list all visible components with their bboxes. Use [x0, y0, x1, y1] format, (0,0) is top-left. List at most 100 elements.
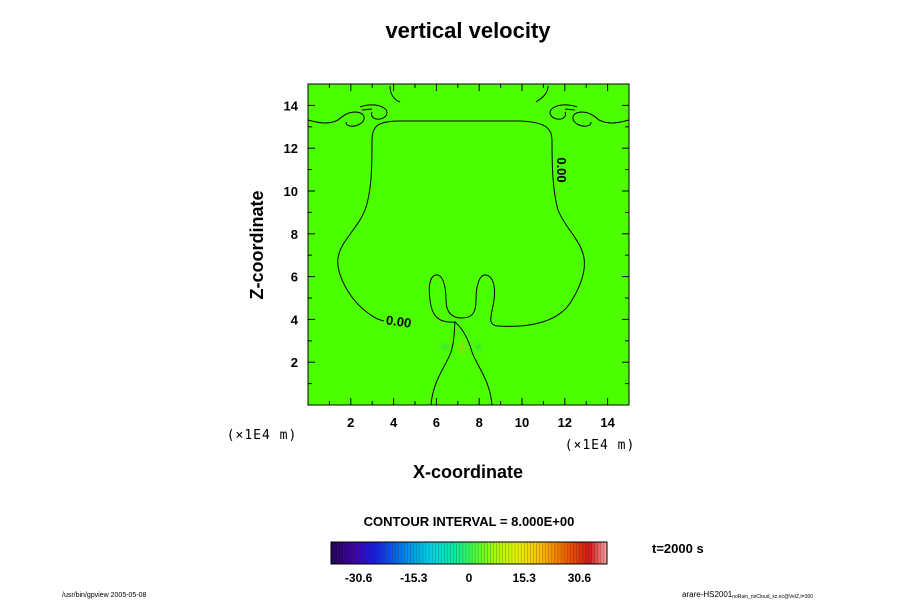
colorbar-cell: [484, 542, 488, 564]
colorbar-cell: [551, 542, 556, 564]
colorbar-cell: [536, 542, 540, 564]
colorbar-cell: [373, 542, 378, 564]
colorbar-cell: [576, 542, 580, 564]
colorbar-cell: [490, 542, 494, 564]
colorbar-cell: [377, 542, 381, 564]
footer-right: arare-HS2001noRain_noCloud_xz.nc@VelZ,t=…: [682, 590, 813, 600]
colorbar-tick-label: -30.6: [345, 571, 373, 585]
y-tick-label: 14: [284, 98, 299, 113]
colorbar-cell: [521, 542, 525, 564]
colorbar-cell: [349, 542, 353, 564]
colorbar-cell: [548, 542, 553, 564]
colorbar-cell: [367, 542, 372, 564]
colorbar-cell: [527, 542, 531, 564]
y-axis-label: Z-coordinate: [247, 190, 267, 299]
x-axis-label: X-coordinate: [413, 462, 523, 482]
colorbar-cell: [401, 542, 405, 564]
colorbar-cell: [340, 542, 344, 564]
colorbar: [331, 542, 608, 564]
x-tick-label: 6: [433, 415, 440, 430]
colorbar-cell: [364, 542, 369, 564]
colorbar-cell: [554, 542, 559, 564]
contour-top-left: [307, 104, 388, 127]
colorbar-cell: [487, 542, 491, 564]
footer-right-main: arare-HS2001: [682, 590, 733, 599]
y-tick-label: 4: [291, 312, 299, 327]
colorbar-cell: [447, 542, 451, 564]
colorbar-cell: [398, 542, 402, 564]
colorbar-cell: [557, 542, 562, 564]
colorbar-cell: [404, 542, 408, 564]
colorbar-cell: [450, 542, 454, 564]
colorbar-cell: [386, 542, 390, 564]
colorbar-cell: [395, 542, 399, 564]
colorbar-cell: [511, 542, 516, 564]
colorbar-cell: [472, 542, 476, 564]
contour-interval-text: CONTOUR INTERVAL = 8.000E+00: [364, 514, 575, 529]
colorbar-cell: [588, 542, 592, 564]
colorbar-cell: [582, 542, 586, 564]
colorbar-cell: [453, 542, 458, 564]
colorbar-cell: [337, 542, 341, 564]
colorbar-cell: [594, 542, 599, 564]
colorbar-cell: [539, 542, 543, 564]
colorbar-cell: [524, 542, 528, 564]
downdraft-spot-right: [468, 339, 488, 355]
colorbar-cell: [358, 542, 362, 564]
colorbar-cell: [334, 542, 338, 564]
contour-label-right: 0.00: [554, 157, 569, 182]
y-tick-label: 8: [291, 227, 298, 242]
colorbar-cell: [478, 542, 482, 564]
colorbar-cell: [355, 542, 359, 564]
colorbar-cell: [370, 542, 375, 564]
colorbar-cell: [496, 542, 500, 564]
colorbar-cell: [407, 542, 412, 564]
colorbar-cell: [493, 542, 497, 564]
updraft-spot: [453, 334, 471, 360]
colorbar-cell: [438, 542, 442, 564]
contour-label-left: 0.00: [385, 312, 412, 330]
colorbar-cell: [444, 542, 448, 564]
x-tick-label: 2: [347, 415, 354, 430]
colorbar-cell: [591, 542, 596, 564]
colorbar-cell: [564, 542, 568, 564]
colorbar-cell: [530, 542, 534, 564]
footer-left: /usr/bin/gpview 2005-05-08: [62, 592, 147, 599]
colorbar-cell: [600, 542, 605, 564]
zero-contour-main: [337, 120, 585, 406]
field-background: [308, 84, 629, 405]
colorbar-cell: [508, 542, 513, 564]
y-axis-ticks: 2 4 6 8 10 12 14: [284, 98, 629, 385]
colorbar-cell: [579, 542, 583, 564]
colorbar-cell: [429, 542, 433, 564]
colorbar-cell: [416, 542, 421, 564]
colorbar-cell: [392, 542, 396, 564]
colorbar-cell: [383, 542, 387, 564]
colorbar-cell: [469, 542, 473, 564]
x-tick-label: 10: [515, 415, 529, 430]
colorbar-cell: [481, 542, 485, 564]
zero-contour-lower-right: [454, 321, 493, 406]
colorbar-cell: [441, 542, 445, 564]
x-tick-label: 8: [476, 415, 483, 430]
colorbar-cell: [419, 542, 424, 564]
colorbar-cell: [331, 542, 335, 564]
plot-frame: [307, 83, 630, 406]
colorbar-tick-label: 0: [466, 571, 473, 585]
x-tick-label: 12: [558, 415, 572, 430]
y-tick-label: 12: [284, 141, 298, 156]
colorbar-cell: [603, 542, 608, 564]
x-tick-label: 4: [390, 415, 398, 430]
colorbar-cell: [352, 542, 356, 564]
colorbar-cell: [518, 542, 522, 564]
contour-top-right: [535, 85, 630, 127]
colorbar-cell: [432, 542, 436, 564]
time-label: t=2000 s: [652, 541, 704, 556]
colorbar-cell: [361, 542, 366, 564]
colorbar-cell: [570, 542, 574, 564]
y-tick-label: 6: [291, 270, 298, 285]
y-tick-label: 2: [291, 355, 298, 370]
colorbar-cell: [515, 542, 519, 564]
colorbar-cell: [389, 542, 393, 564]
colorbar-tick-label: 15.3: [513, 571, 537, 585]
